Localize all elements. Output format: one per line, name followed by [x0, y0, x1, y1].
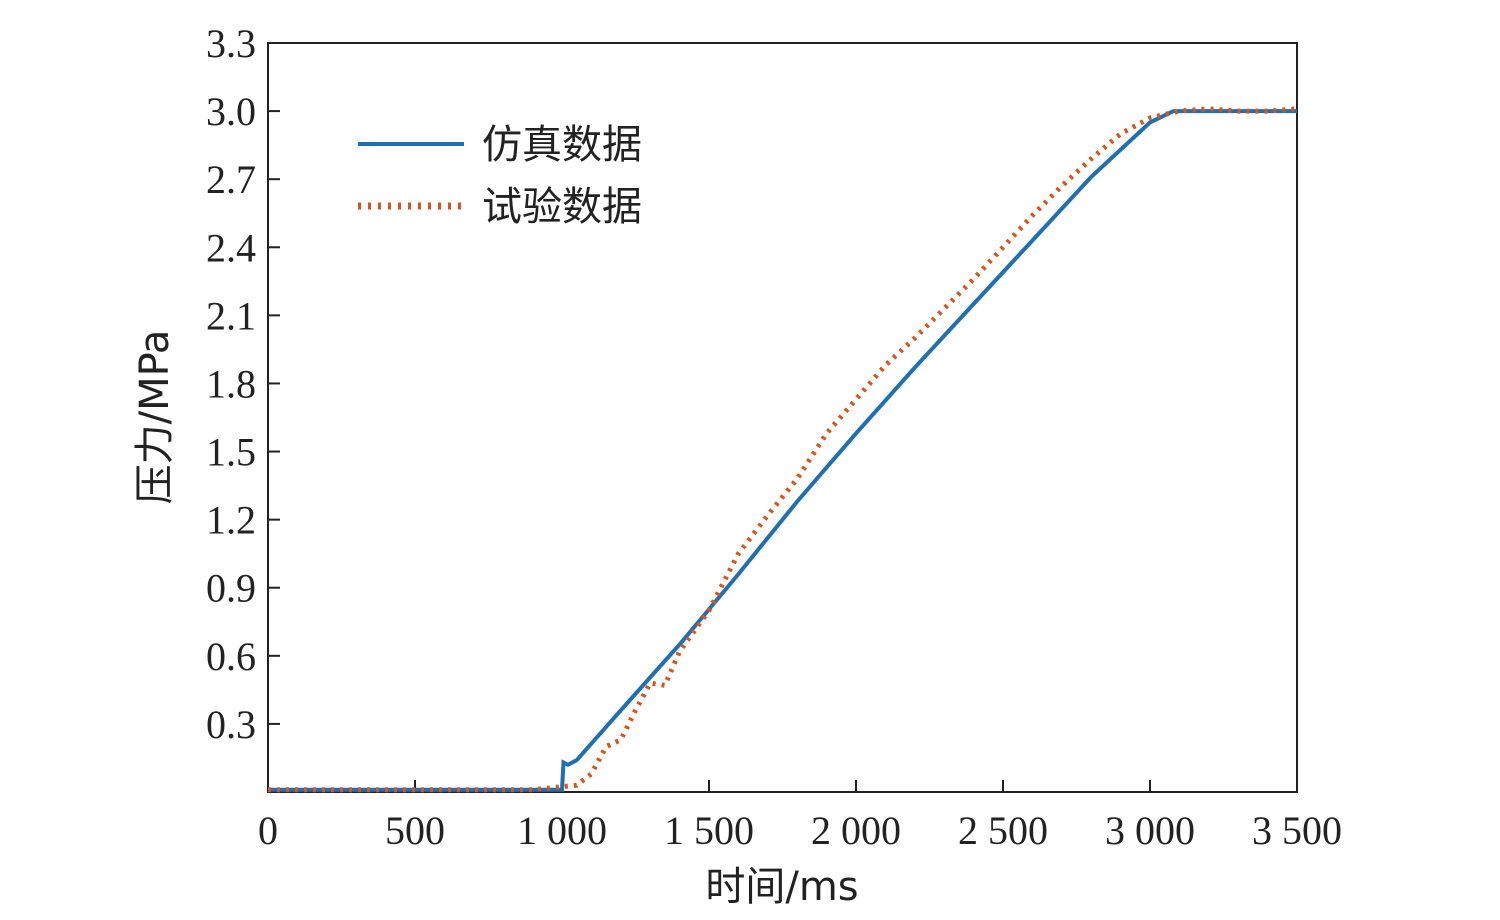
y-tick-label: 0.3 [206, 702, 256, 747]
y-tick-label: 0.9 [206, 566, 256, 611]
y-tick-label: 3.0 [206, 89, 256, 134]
x-tick-label: 2 000 [811, 808, 901, 853]
legend: 仿真数据 试验数据 [358, 122, 642, 230]
x-axis-ticks: 0 500 1 000 1 500 2 000 2 500 3 000 3 500 [258, 780, 1342, 853]
series-line-simulation [268, 109, 1297, 792]
y-tick-label: 1.2 [206, 498, 256, 543]
legend-label-simulation: 仿真数据 [482, 122, 642, 168]
y-tick-label: 1.5 [206, 430, 256, 475]
series-line-experiment [268, 106, 1298, 793]
y-tick-label: 2.1 [206, 293, 256, 338]
y-tick-label: 1.8 [206, 361, 256, 406]
x-tick-label: 3 500 [1252, 808, 1342, 853]
y-tick-label: 2.4 [206, 225, 256, 270]
legend-label-experiment: 试验数据 [482, 184, 642, 230]
x-tick-label: 1 500 [664, 808, 754, 853]
x-tick-label: 2 500 [958, 808, 1048, 853]
x-tick-label: 1 000 [517, 808, 607, 853]
x-tick-label: 0 [258, 808, 278, 853]
y-tick-label: 3.3 [206, 21, 256, 66]
y-tick-label: 0.6 [206, 634, 256, 679]
y-axis-ticks: 0.3 0.6 0.9 1.2 1.5 1.8 2.1 2.4 2.7 3.0 3.3 [206, 21, 280, 747]
series-layer [268, 106, 1298, 793]
plot-frame [267, 42, 1298, 793]
x-tick-label: 3 000 [1105, 808, 1195, 853]
y-tick-label: 2.7 [206, 157, 256, 202]
x-tick-label: 500 [385, 808, 445, 853]
x-axis-title: 时间/ms [705, 864, 858, 910]
y-axis-title: 压力/MPa [132, 330, 178, 505]
